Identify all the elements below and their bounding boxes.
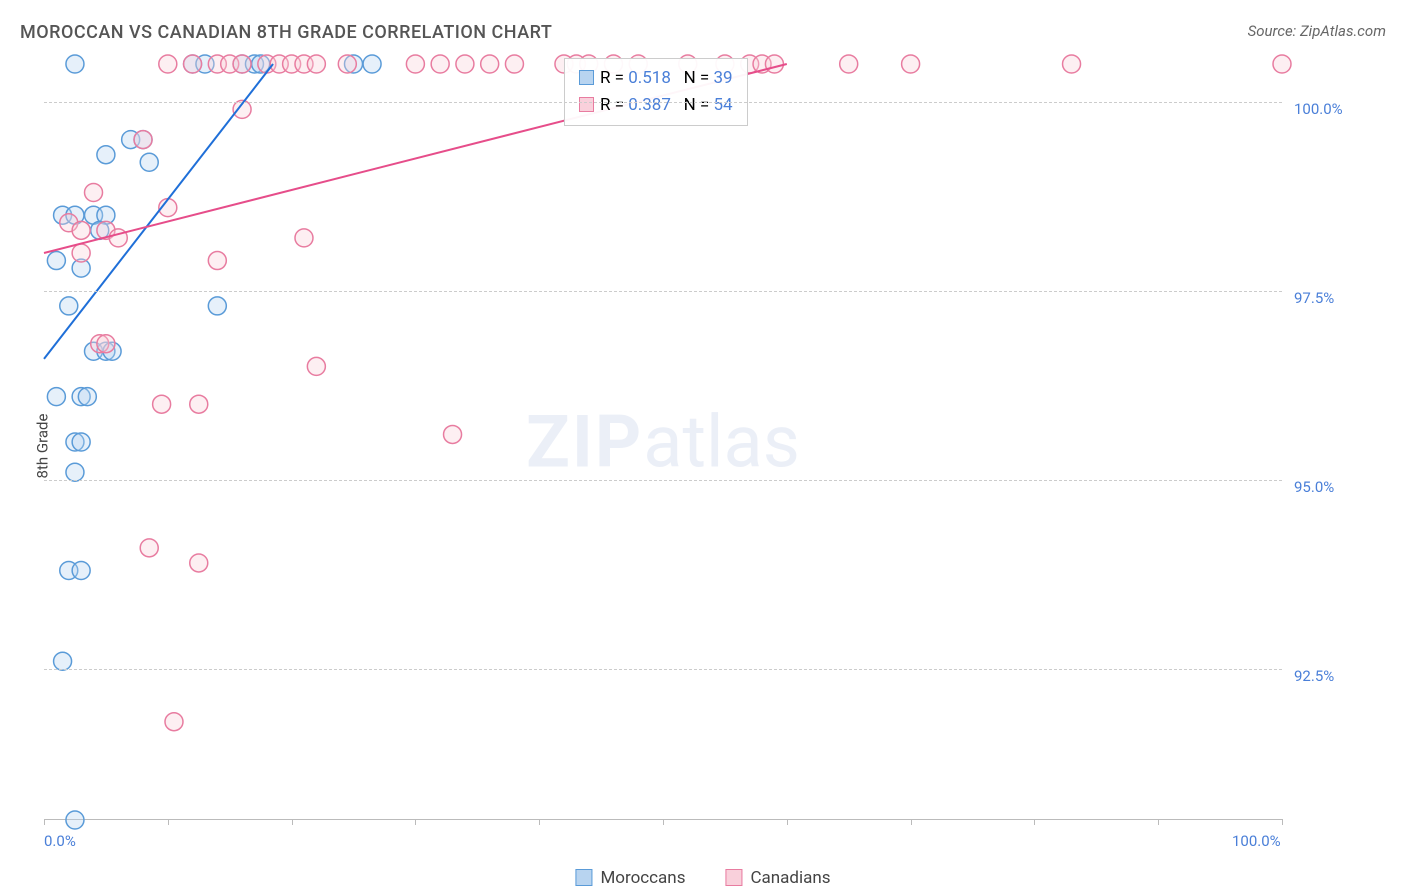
data-point bbox=[66, 55, 84, 73]
data-point bbox=[1273, 55, 1291, 73]
data-point bbox=[54, 652, 72, 670]
stats-r-label: R = bbox=[600, 68, 628, 88]
stats-row: R = 0.518 N = 39 bbox=[579, 65, 733, 92]
x-tick-label: 0.0% bbox=[44, 832, 76, 850]
data-point bbox=[233, 55, 251, 73]
stats-r-label: R = bbox=[600, 95, 628, 115]
x-tick bbox=[539, 819, 540, 825]
data-point bbox=[72, 244, 90, 262]
plot-svg bbox=[44, 64, 1282, 819]
source-attribution: Source: ZipAtlas.com bbox=[1248, 22, 1386, 40]
stats-r-value: 0.387 bbox=[628, 95, 671, 115]
correlation-stats-box: R = 0.518 N = 39R = 0.387 N = 54 bbox=[564, 58, 748, 126]
data-point bbox=[97, 146, 115, 164]
data-point bbox=[134, 131, 152, 149]
y-tick-label: 95.0% bbox=[1294, 478, 1334, 496]
data-point bbox=[66, 463, 84, 481]
data-point bbox=[481, 55, 499, 73]
data-point bbox=[307, 55, 325, 73]
data-point bbox=[505, 55, 523, 73]
data-point bbox=[208, 297, 226, 315]
legend-swatch bbox=[575, 869, 592, 886]
stats-n-value: 54 bbox=[713, 95, 732, 115]
data-point bbox=[208, 252, 226, 270]
y-tick-label: 92.5% bbox=[1294, 667, 1334, 685]
data-point bbox=[456, 55, 474, 73]
data-point bbox=[47, 252, 65, 270]
data-point bbox=[840, 55, 858, 73]
page-title: MOROCCAN VS CANADIAN 8TH GRADE CORRELATI… bbox=[20, 22, 552, 43]
data-point bbox=[97, 335, 115, 353]
legend-label: Canadians bbox=[750, 868, 830, 888]
y-tick-label: 97.5% bbox=[1294, 289, 1334, 307]
data-point bbox=[153, 395, 171, 413]
data-point bbox=[444, 425, 462, 443]
data-point bbox=[140, 539, 158, 557]
legend-label: Moroccans bbox=[600, 868, 685, 888]
data-point bbox=[765, 55, 783, 73]
data-point bbox=[72, 433, 90, 451]
stats-n-label: N = bbox=[684, 68, 714, 88]
stats-row: R = 0.387 N = 54 bbox=[579, 92, 733, 119]
data-point bbox=[66, 811, 84, 829]
data-point bbox=[902, 55, 920, 73]
data-point bbox=[78, 388, 96, 406]
x-tick bbox=[787, 819, 788, 825]
x-tick bbox=[911, 819, 912, 825]
gridline bbox=[44, 669, 1282, 670]
x-tick bbox=[1282, 819, 1283, 825]
x-tick bbox=[1158, 819, 1159, 825]
legend: Moroccans Canadians bbox=[575, 868, 830, 888]
gridline bbox=[44, 480, 1282, 481]
data-point bbox=[363, 55, 381, 73]
data-point bbox=[338, 55, 356, 73]
data-point bbox=[307, 357, 325, 375]
data-point bbox=[72, 562, 90, 580]
stats-n-value: 39 bbox=[713, 68, 732, 88]
series-swatch bbox=[579, 97, 594, 112]
data-point bbox=[140, 153, 158, 171]
data-point bbox=[431, 55, 449, 73]
data-point bbox=[295, 229, 313, 247]
x-tick bbox=[415, 819, 416, 825]
data-point bbox=[190, 395, 208, 413]
data-point bbox=[184, 55, 202, 73]
x-tick bbox=[292, 819, 293, 825]
stats-r-value: 0.518 bbox=[628, 68, 671, 88]
data-point bbox=[159, 55, 177, 73]
legend-item: Canadians bbox=[725, 868, 830, 888]
scatter-plot: ZIPatlas R = 0.518 N = 39R = 0.387 N = 5… bbox=[44, 64, 1282, 820]
data-point bbox=[72, 221, 90, 239]
data-point bbox=[47, 388, 65, 406]
gridline bbox=[44, 102, 1282, 103]
x-tick bbox=[44, 819, 45, 825]
data-point bbox=[190, 554, 208, 572]
series-swatch bbox=[579, 70, 594, 85]
x-tick bbox=[168, 819, 169, 825]
x-tick-label: 100.0% bbox=[1232, 832, 1281, 850]
x-tick bbox=[1034, 819, 1035, 825]
legend-swatch bbox=[725, 869, 742, 886]
data-point bbox=[60, 297, 78, 315]
y-tick-label: 100.0% bbox=[1294, 100, 1343, 118]
data-point bbox=[406, 55, 424, 73]
data-point bbox=[165, 713, 183, 731]
stats-n-label: N = bbox=[684, 95, 714, 115]
gridline bbox=[44, 291, 1282, 292]
data-point bbox=[85, 184, 103, 202]
data-point bbox=[1063, 55, 1081, 73]
x-tick bbox=[663, 819, 664, 825]
legend-item: Moroccans bbox=[575, 868, 685, 888]
